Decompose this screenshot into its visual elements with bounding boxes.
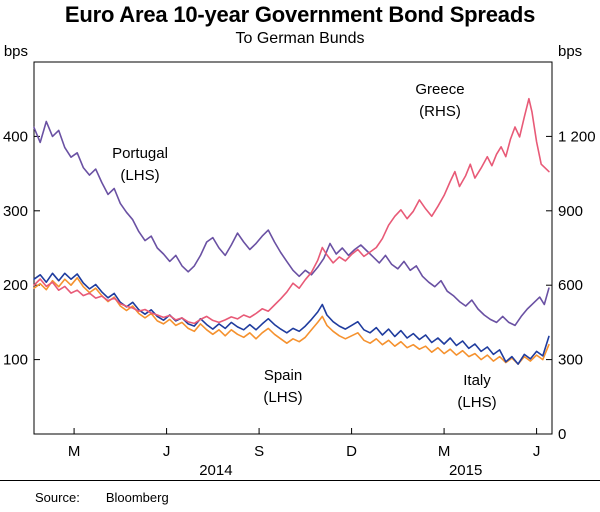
x-axis-year-label: 2015 [449,462,482,479]
left-axis-tick-label: 200 [3,277,28,294]
series-spain-label: Spain [264,367,302,384]
series-greece-axis-note: (RHS) [419,103,461,120]
footer-divider [0,480,600,481]
right-axis-tick-label: 0 [558,426,566,443]
x-axis-month-label: S [254,443,264,460]
series-portugal-line [33,120,550,327]
left-axis-tick-label: 400 [3,128,28,145]
x-axis-month-label: D [346,443,357,460]
left-axis-tick-label: 300 [3,203,28,220]
x-axis-year-label: 2014 [199,462,232,479]
right-axis-tick-label: 1 200 [558,128,596,145]
source-note: Source: Bloomberg [35,490,169,505]
right-axis-tick-label: 300 [558,352,583,369]
right-axis-tick-label: 600 [558,277,583,294]
chart-title: Euro Area 10-year Government Bond Spread… [64,2,536,27]
series-greece-line [33,97,550,325]
x-axis-month-label: M [438,443,451,460]
series-portugal-label: Portugal [112,145,168,162]
series-spain-line [33,276,550,365]
right-axis-tick-label: 900 [558,203,583,220]
series-portugal-axis-note: (LHS) [120,167,159,184]
x-axis-month-label: M [68,443,81,460]
series-italy-axis-note: (LHS) [457,394,496,411]
series-italy-label: Italy [463,372,491,389]
left-axis-tick-label: 100 [3,352,28,369]
x-axis-month-label: J [533,443,541,460]
plot-border [33,61,553,435]
source-label: Source: [35,490,80,505]
series-spain-axis-note: (LHS) [263,389,302,406]
chart-subtitle: To German Bunds [235,30,365,47]
series-italy-line [33,272,550,365]
source-value: Bloomberg [105,490,169,505]
right-axis-unit-label: bps [558,43,582,60]
x-axis-month-label: J [163,443,171,460]
left-axis-unit-label: bps [4,43,28,60]
series-greece-label: Greece [415,81,464,98]
